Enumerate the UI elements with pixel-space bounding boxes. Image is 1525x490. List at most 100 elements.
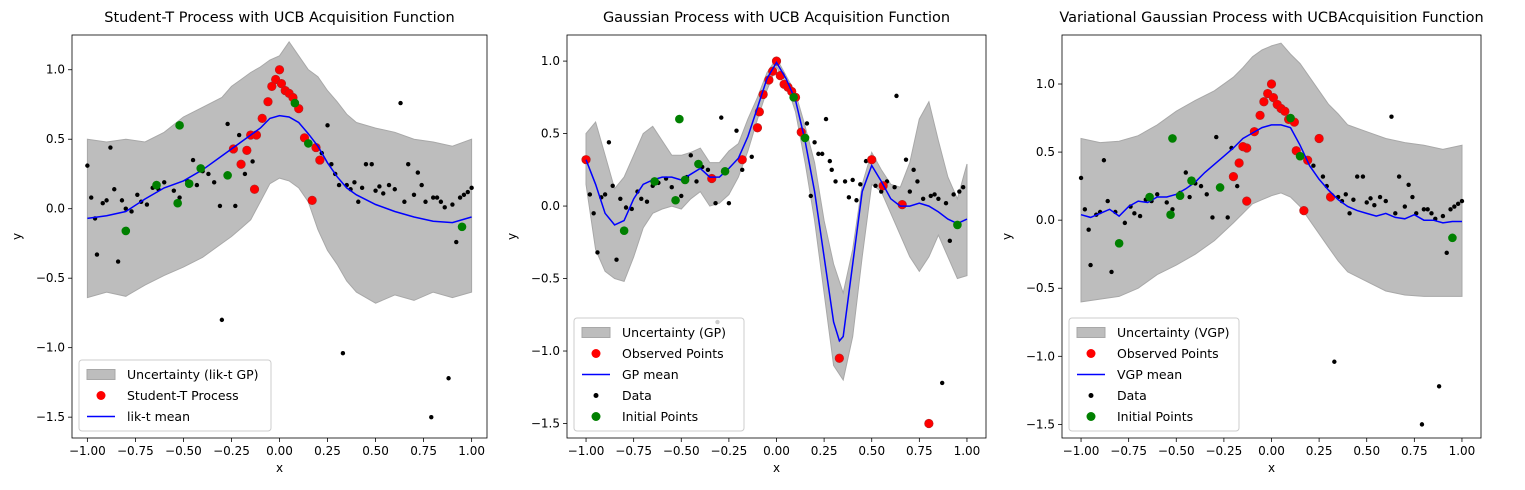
data-point	[734, 128, 739, 133]
data-point	[340, 351, 346, 356]
legend-marker-data	[1088, 393, 1094, 398]
data-point	[595, 250, 600, 255]
data-point	[1448, 207, 1453, 212]
x-tick-label: −0.50	[165, 444, 202, 458]
data-point	[206, 171, 211, 177]
data-point	[1082, 207, 1088, 212]
y-tick-label: −1.5	[531, 417, 560, 431]
observed-point	[1280, 106, 1290, 116]
data-point	[1183, 170, 1188, 175]
x-tick-label: 0.00	[763, 444, 790, 458]
data-point	[442, 205, 447, 210]
x-tick-label: 0.75	[410, 444, 437, 458]
data-point	[108, 145, 113, 150]
data-point	[1455, 201, 1461, 207]
legend-label: Data	[622, 388, 652, 403]
data-point	[1364, 200, 1369, 205]
data-point	[373, 188, 378, 193]
data-point	[250, 159, 255, 164]
data-point	[129, 209, 134, 214]
observed-point	[267, 81, 277, 92]
data-point	[431, 195, 436, 200]
observed-point	[236, 159, 246, 169]
observed-point	[242, 145, 252, 155]
initial-point	[1166, 210, 1175, 220]
x-axis-label: x	[1268, 461, 1275, 475]
data-point	[461, 192, 467, 198]
data-point	[1155, 192, 1160, 197]
data-point	[438, 199, 444, 204]
data-point	[135, 192, 140, 198]
data-point	[119, 198, 125, 203]
data-point	[1459, 198, 1465, 204]
y-tick-label: −1.5	[36, 410, 65, 424]
data-point	[936, 196, 941, 202]
initial-point	[789, 93, 798, 102]
y-tick-label: −0.5	[531, 272, 560, 286]
y-tick-label: 0.5	[46, 132, 65, 146]
legend-label: GP mean	[622, 367, 679, 382]
chart-panel-3: −1.00 −0.75 −0.50 −0.25 0.00 0.25 0.50 0.75 1.00…	[1000, 10, 1484, 475]
data-point	[1105, 198, 1110, 204]
data-point	[957, 189, 962, 194]
initial-point	[671, 195, 680, 205]
data-point	[89, 195, 94, 200]
data-point	[1347, 211, 1352, 216]
x-tick-label: 1.00	[458, 444, 485, 458]
uncertainty-band	[86, 41, 473, 304]
initial-point	[173, 198, 182, 208]
data-point	[386, 182, 392, 188]
data-point	[1109, 269, 1114, 275]
y-tick-label: −1.0	[1026, 349, 1055, 363]
legend-label: Initial Points	[622, 409, 698, 424]
data-point	[419, 182, 424, 188]
x-tick-label: −1.00	[69, 444, 106, 458]
legend-marker-initial	[591, 412, 601, 421]
observed-point	[1266, 79, 1277, 89]
initial-point	[619, 226, 629, 236]
chart-title: Gaussian Process with UCB Acquisition Fu…	[603, 10, 950, 26]
data-point	[1132, 211, 1137, 216]
x-tick-label: −0.25	[710, 444, 747, 458]
x-tick-label: 0.75	[906, 444, 933, 458]
y-axis-label: y	[505, 233, 519, 240]
data-point	[465, 189, 470, 195]
legend: Uncertainty (lik-t GP) Student-T Process l…	[78, 359, 272, 432]
data-point	[1410, 194, 1415, 200]
legend-label: VGP mean	[1117, 367, 1182, 382]
legend-marker-observed	[1086, 349, 1096, 358]
data-point	[1436, 384, 1442, 389]
initial-point	[1114, 239, 1124, 248]
data-point	[85, 163, 90, 168]
data-point	[219, 317, 225, 323]
data-point	[144, 202, 150, 207]
data-point	[669, 185, 674, 190]
data-point	[726, 200, 732, 206]
data-point	[123, 206, 128, 211]
uncertainty-band	[585, 57, 968, 382]
y-tick-label: 0.5	[1036, 145, 1055, 159]
data-point	[115, 259, 121, 264]
legend-marker-data	[593, 393, 599, 398]
data-point	[854, 198, 859, 203]
data-point	[1214, 134, 1219, 140]
data-point	[816, 151, 821, 157]
data-point	[823, 116, 829, 122]
data-point	[112, 187, 117, 192]
data-point	[406, 162, 411, 167]
data-point	[614, 257, 619, 262]
data-point	[100, 200, 105, 206]
legend-label: Initial Points	[1117, 409, 1193, 424]
observed-point	[249, 184, 260, 194]
mean-line	[1080, 124, 1462, 224]
data-point	[454, 239, 459, 245]
initial-point	[457, 222, 467, 232]
x-tick-label: −0.75	[117, 444, 154, 458]
observed-point	[752, 123, 763, 133]
initial-point	[650, 177, 659, 186]
x-tick-label: −0.75	[1110, 444, 1147, 458]
observed-point	[276, 79, 287, 89]
data-point	[939, 380, 945, 386]
data-point	[1389, 114, 1394, 119]
